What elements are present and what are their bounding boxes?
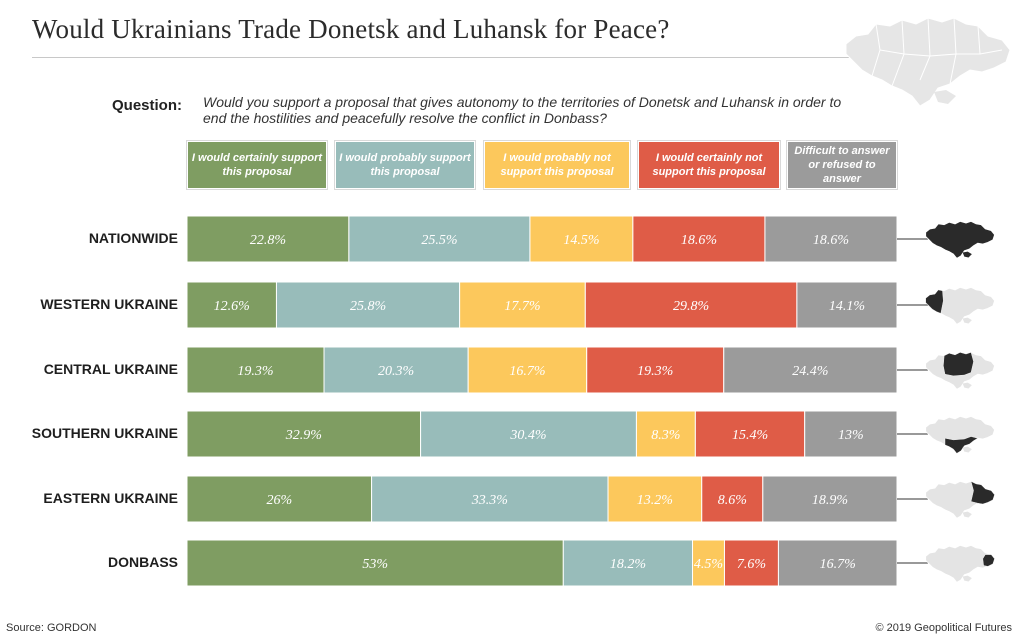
data-label-southern-ukraine-1: 32.9% (285, 428, 322, 443)
bar-segment-central-ukraine-1 (186, 346, 325, 394)
data-label-southern-ukraine-5: 13% (838, 428, 864, 443)
bar-segment-western-ukraine-3 (459, 281, 586, 329)
data-label-nationwide-3: 14.5% (563, 233, 599, 248)
map-highlight-southern-ukraine (944, 436, 979, 454)
bar-segment-southern-ukraine-1 (186, 410, 422, 458)
region-map-donbass (925, 544, 996, 583)
bar-segment-eastern-ukraine-3 (607, 475, 703, 523)
map-crimea-central-ukraine (962, 382, 972, 389)
map-highlight-eastern-ukraine (970, 480, 995, 505)
map-crimea-donbass (962, 575, 972, 582)
data-label-western-ukraine-2: 25.8% (350, 299, 386, 314)
bar-segment-eastern-ukraine-4 (701, 475, 764, 523)
data-label-eastern-ukraine-2: 33.3% (471, 493, 508, 508)
bar-segment-nationwide-2 (348, 215, 531, 263)
legend-difficult: Difficult to answer or refused to answer (786, 140, 898, 190)
data-label-southern-ukraine-4: 15.4% (732, 428, 768, 443)
data-label-central-ukraine-1: 19.3% (237, 364, 273, 379)
row-label-eastern-ukraine: EASTERN UKRAINE (43, 490, 178, 506)
region-map-nationwide (925, 220, 996, 259)
data-label-eastern-ukraine-1: 26% (266, 493, 292, 508)
map-outline-nationwide (925, 220, 996, 259)
bar-segment-southern-ukraine-5 (804, 410, 898, 458)
data-label-nationwide-2: 25.5% (421, 233, 457, 248)
region-map-eastern-ukraine (925, 480, 996, 519)
data-label-western-ukraine-3: 17.7% (504, 299, 540, 314)
map-highlight-central-ukraine (943, 352, 974, 377)
map-highlight-western-ukraine (925, 289, 944, 314)
row-label-southern-ukraine: SOUTHERN UKRAINE (31, 425, 178, 441)
crimea-outline (934, 90, 956, 104)
data-label-western-ukraine-5: 14.1% (829, 299, 865, 314)
bar-segment-western-ukraine-2 (275, 281, 461, 329)
bar-segment-eastern-ukraine-1 (186, 475, 373, 523)
data-label-eastern-ukraine-5: 18.9% (812, 493, 848, 508)
map-crimea-eastern-ukraine (962, 511, 972, 518)
legend-probably-support: I would probably support this proposal (334, 140, 476, 190)
row-label-nationwide: NATIONWIDE (88, 230, 178, 246)
map-crimea-southern-ukraine (962, 446, 972, 453)
region-map-southern-ukraine (925, 415, 996, 454)
data-label-eastern-ukraine-3: 13.2% (637, 493, 673, 508)
data-label-southern-ukraine-3: 8.3% (651, 428, 680, 443)
data-label-nationwide-1: 22.8% (250, 233, 286, 248)
data-label-donbass-4: 7.6% (737, 557, 766, 572)
copyright-note: © 2019 Geopolitical Futures (875, 622, 1012, 634)
data-label-western-ukraine-1: 12.6% (214, 299, 250, 314)
row-label-western-ukraine: WESTERN UKRAINE (40, 296, 178, 312)
chart-title: Would Ukrainians Trade Donetsk and Luhan… (32, 14, 670, 44)
question-label: Question: (112, 97, 182, 114)
data-label-donbass-1: 53% (362, 557, 388, 572)
source-note: Source: GORDON (6, 622, 97, 634)
bar-segment-eastern-ukraine-5 (762, 475, 898, 523)
bar-segment-donbass-4 (723, 539, 779, 587)
bar-segment-nationwide-3 (529, 215, 634, 263)
row-label-central-ukraine: CENTRAL UKRAINE (43, 361, 178, 377)
map-crimea-nationwide (962, 251, 972, 258)
region-map-central-ukraine (925, 351, 996, 390)
data-label-central-ukraine-5: 24.4% (792, 364, 828, 379)
bar-segment-western-ukraine-5 (796, 281, 898, 329)
data-label-western-ukraine-4: 29.8% (673, 299, 709, 314)
legend-certainly-support: I would certainly support this proposal (186, 140, 328, 190)
legend-probably-not: I would probably not support this propos… (483, 140, 631, 190)
data-label-donbass-5: 16.7% (820, 557, 856, 572)
bar-segment-central-ukraine-5 (723, 346, 898, 394)
data-label-southern-ukraine-2: 30.4% (509, 428, 546, 443)
legend-certainly-not: I would certainly not support this propo… (637, 140, 781, 190)
data-label-central-ukraine-3: 16.7% (509, 364, 545, 379)
data-label-eastern-ukraine-4: 8.6% (718, 493, 747, 508)
row-label-donbass: DONBASS (107, 554, 178, 570)
map-highlight-donbass (982, 554, 995, 567)
title-divider (32, 57, 862, 58)
data-label-central-ukraine-2: 20.3% (378, 364, 414, 379)
data-label-nationwide-5: 18.6% (813, 233, 849, 248)
question-text: Would you support a proposal that gives … (203, 94, 842, 126)
bar-segment-southern-ukraine-2 (420, 410, 637, 458)
bar-segment-western-ukraine-1 (186, 281, 277, 329)
ukraine-oblast-lines (871, 17, 1003, 87)
bar-segment-nationwide-5 (764, 215, 898, 263)
data-label-central-ukraine-4: 19.3% (637, 364, 673, 379)
bar-segment-nationwide-1 (186, 215, 350, 263)
map-crimea-western-ukraine (962, 317, 972, 324)
data-label-donbass-2: 18.2% (610, 557, 646, 572)
map-outline-southern-ukraine (925, 415, 996, 454)
data-label-nationwide-4: 18.6% (681, 233, 717, 248)
bar-segment-eastern-ukraine-2 (371, 475, 609, 523)
data-label-donbass-3: 4.5% (694, 557, 723, 572)
bar-segment-donbass-1 (186, 539, 564, 587)
bar-segment-nationwide-4 (632, 215, 766, 263)
bar-segment-donbass-5 (777, 539, 898, 587)
bar-segment-southern-ukraine-4 (694, 410, 806, 458)
region-map-western-ukraine (925, 286, 996, 325)
bar-segment-southern-ukraine-3 (635, 410, 696, 458)
ukraine-map-icon (845, 17, 1011, 107)
bar-segment-central-ukraine-4 (586, 346, 725, 394)
